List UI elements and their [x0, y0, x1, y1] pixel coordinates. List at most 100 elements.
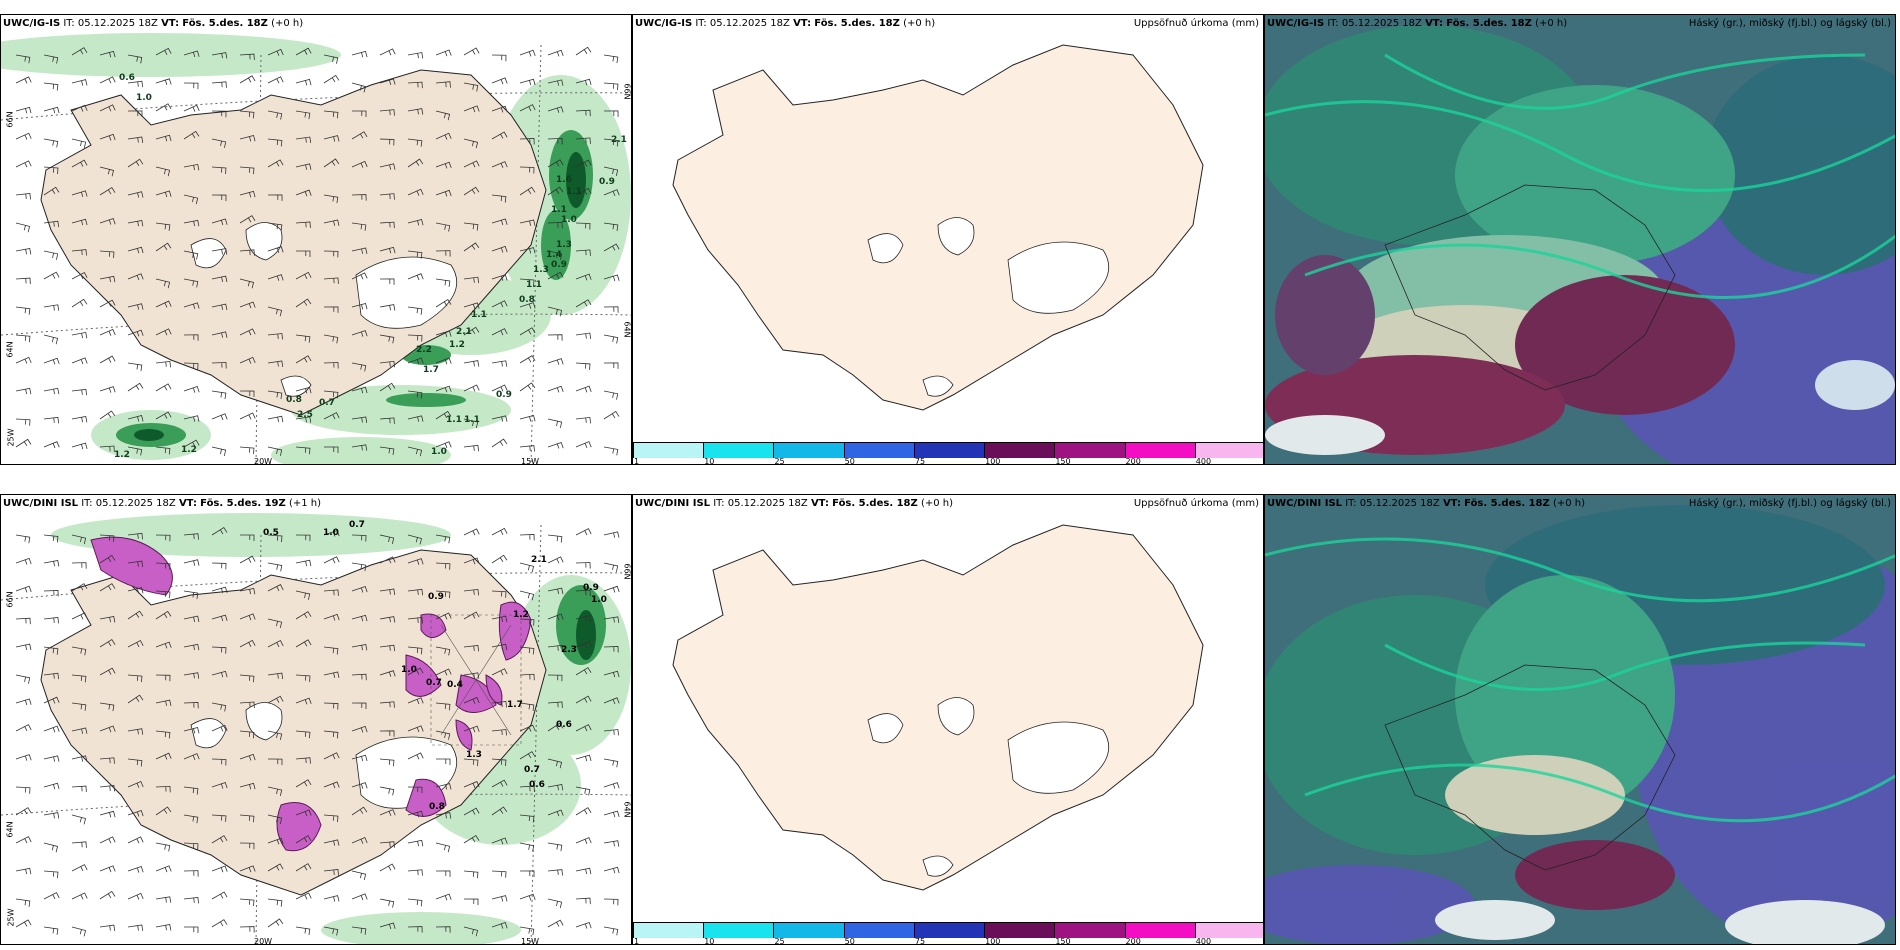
precip-value-label: 1.0	[561, 215, 577, 225]
scale-swatch	[703, 922, 774, 938]
scale-swatch	[984, 442, 1055, 458]
precip-value-label: 1.6	[556, 175, 572, 185]
map-cloud-cover	[1265, 15, 1895, 464]
map-wind-precip	[1, 495, 631, 944]
precip-value-label: 0.9	[551, 260, 567, 270]
panel-header: UWC/IG-IS IT: 05.12.2025 18Z VT: Fös. 5.…	[3, 18, 627, 30]
wind-barbs	[15, 526, 620, 937]
scale-label: 150	[1055, 937, 1071, 945]
lat-label: 66N	[622, 563, 632, 580]
precip-value-label: 1.1	[464, 415, 480, 425]
panel-header: UWC/DINI ISL IT: 05.12.2025 18Z VT: Fös.…	[635, 498, 1259, 510]
scale-label: 10	[704, 937, 715, 945]
lat-label: 25W	[6, 428, 16, 447]
panel-dini-wind-precip: UWC/DINI ISL IT: 05.12.2025 18Z VT: Fös.…	[0, 494, 632, 945]
precip-value-label: 1.0	[323, 528, 339, 538]
precip-value-label: 2.1	[611, 135, 627, 145]
precip-value-label: 0.7	[524, 765, 540, 775]
scale-label: 1	[634, 937, 640, 945]
scale-swatch	[773, 442, 844, 458]
precip-value-label: 1.2	[181, 445, 197, 455]
panel-ig-is-clouds: UWC/IG-IS IT: 05.12.2025 18Z VT: Fös. 5.…	[1264, 14, 1896, 465]
model-name: UWC/IG-IS	[1267, 18, 1325, 29]
precip-color-scale: 1 10 25 50 75 100 150 200 400	[633, 442, 1263, 464]
field-title: Háský (gr.), miðský (fj.bl.) og lágský (…	[1688, 498, 1891, 509]
lat-label: 66N	[622, 83, 632, 100]
valid-time-label: VT:	[161, 18, 180, 29]
init-time: IT: 05.12.2025 18Z	[1327, 18, 1422, 29]
precip-value-label: 1.0	[431, 447, 447, 457]
valid-time: Fös. 5.des. 18Z	[832, 498, 918, 509]
panel-header: UWC/DINI ISL IT: 05.12.2025 18Z VT: Fös.…	[1267, 498, 1891, 510]
scale-swatch	[843, 922, 914, 938]
init-time: IT: 05.12.2025 18Z	[81, 498, 176, 509]
precip-value-label: 0.7	[426, 678, 442, 688]
precip-value-label: 1.0	[401, 665, 417, 675]
scale-swatch	[773, 922, 844, 938]
precip-value-label: 1.2	[449, 340, 465, 350]
precip-value-label: 0.8	[519, 295, 535, 305]
map-cloud-cover	[1265, 495, 1895, 944]
precip-value-label: 0.8	[286, 395, 302, 405]
precip-value-label: 2.1	[456, 327, 472, 337]
valid-time: Fös. 5.des. 18Z	[1446, 18, 1532, 29]
precip-value-label: 0.9	[428, 592, 444, 602]
lon-label: 20W	[254, 457, 273, 465]
scale-swatch	[913, 922, 985, 938]
lat-label: 66N	[5, 591, 15, 608]
scale-label: 25	[774, 937, 785, 945]
precip-color-scale: 1 10 25 50 75 100 150 200 400	[633, 922, 1263, 944]
valid-time-label: VT:	[810, 498, 829, 509]
precip-value-label: 2.5	[297, 410, 313, 420]
precip-value-label: 0.8	[429, 802, 445, 812]
precip-value-label: 1.3	[466, 750, 482, 760]
model-name: UWC/DINI ISL	[3, 498, 79, 509]
lead-time: (+0 h)	[271, 18, 304, 29]
scale-swatch	[913, 442, 985, 458]
model-name: UWC/DINI ISL	[1267, 498, 1343, 509]
lead-time: (+0 h)	[903, 18, 936, 29]
panel-header: UWC/IG-IS IT: 05.12.2025 18Z VT: Fös. 5.…	[1267, 18, 1891, 30]
precip-value-label: 0.7	[319, 398, 335, 408]
lat-label: 64N	[622, 801, 632, 818]
valid-time-label: VT:	[793, 18, 812, 29]
lead-time: (+0 h)	[1552, 498, 1586, 509]
scale-swatch	[1194, 922, 1263, 938]
precip-value-label: 0.6	[556, 720, 572, 730]
panel-dini-accum-precip: UWC/DINI ISL IT: 05.12.2025 18Z VT: Fös.…	[632, 494, 1264, 945]
precip-value-label: 1.2	[114, 450, 130, 460]
scale-label: 75	[914, 937, 926, 945]
precip-value-label: 0.9	[599, 177, 615, 187]
scale-label: 400	[1195, 457, 1212, 465]
init-time: IT: 05.12.2025 18Z	[695, 18, 790, 29]
map-accum-precip	[633, 15, 1263, 445]
precip-value-label: 1.2	[513, 610, 529, 620]
scale-label: 100	[985, 457, 1001, 465]
init-time: IT: 05.12.2025 18Z	[63, 18, 158, 29]
valid-time-label: VT:	[178, 498, 197, 509]
precip-value-label: 1.1	[551, 205, 567, 215]
panel-ig-is-wind-precip: UWC/IG-IS IT: 05.12.2025 18Z VT: Fös. 5.…	[0, 14, 632, 465]
map-wind-precip	[1, 15, 631, 464]
precip-value-label: 1.3	[533, 265, 549, 275]
model-name: UWC/IG-IS	[635, 18, 693, 29]
scale-label: 100	[985, 937, 1001, 945]
scale-label: 25	[774, 457, 785, 465]
scale-label: 10	[704, 457, 715, 465]
scale-swatch	[984, 922, 1055, 938]
scale-swatch	[843, 442, 914, 458]
precip-value-label: 0.7	[349, 520, 365, 530]
valid-time: Fös. 5.des. 18Z	[1464, 498, 1550, 509]
precip-value-label: 1.0	[136, 93, 152, 103]
lat-label: 66N	[5, 111, 15, 128]
lat-label: 25W	[6, 908, 16, 927]
panel-header: UWC/IG-IS IT: 05.12.2025 18Z VT: Fös. 5.…	[635, 18, 1259, 30]
valid-time-label: VT:	[1442, 498, 1461, 509]
precip-value-label: 2.2	[416, 345, 432, 355]
precip-value-label: 0.4	[447, 680, 463, 690]
scale-label: 400	[1195, 937, 1212, 945]
panel-dini-clouds: UWC/DINI ISL IT: 05.12.2025 18Z VT: Fös.…	[1264, 494, 1896, 945]
scale-swatch	[633, 442, 704, 458]
scale-label: 200	[1125, 457, 1141, 465]
scale-label: 75	[914, 457, 926, 465]
